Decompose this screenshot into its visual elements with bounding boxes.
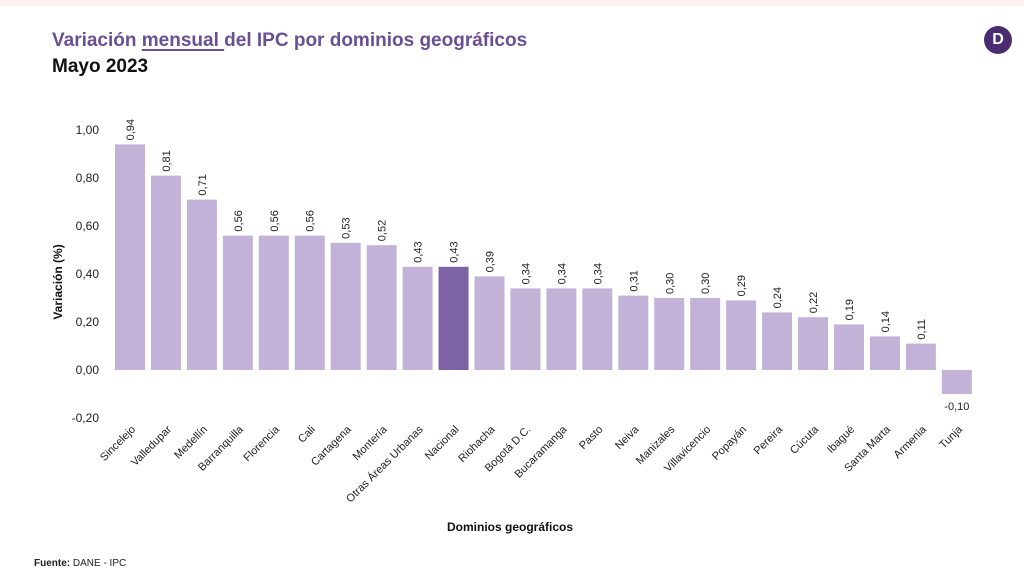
y-tick-label: 0,80 — [76, 171, 100, 185]
bar-montería — [366, 245, 397, 370]
bar-armenia — [905, 343, 936, 370]
chart-subtitle: Mayo 2023 — [52, 56, 149, 77]
value-label: 0,34 — [592, 263, 604, 284]
bar-barranquilla — [222, 235, 253, 370]
value-label: 0,39 — [485, 251, 497, 272]
x-tick-label: Pasto — [577, 424, 605, 452]
value-label: 0,11 — [916, 319, 928, 340]
bar-bucaramanga — [546, 288, 577, 370]
y-axis: -0,20 0,00 0,20 0,40 0,60 0,80 1,00 — [72, 123, 100, 425]
bar-florencia — [258, 235, 289, 370]
bar-tunja — [941, 370, 972, 394]
x-tick-label: Neiva — [613, 423, 642, 452]
bar-valledupar — [150, 175, 181, 370]
bar-sincelejo — [115, 144, 145, 370]
value-label: 0,31 — [628, 270, 640, 291]
y-axis-label: Variación (%) — [51, 244, 65, 319]
bar-villavicencio — [690, 298, 721, 370]
x-tick-label: Florencia — [241, 423, 282, 464]
value-label: 0,56 — [269, 210, 281, 231]
bar-bogotá-d-c- — [510, 288, 541, 370]
y-tick-label: -0,20 — [72, 411, 100, 425]
x-tick-label: Tunja — [937, 423, 965, 451]
bar-cali — [294, 235, 325, 370]
value-label: 0,94 — [125, 119, 137, 140]
y-tick-label: 0,00 — [76, 363, 100, 377]
x-tick-label: Pereira — [752, 423, 786, 457]
value-label: 0,52 — [377, 220, 389, 241]
bar-manizales — [654, 298, 685, 370]
bar-neiva — [618, 295, 649, 370]
bar-ibagué — [834, 324, 864, 370]
value-label: 0,24 — [772, 287, 784, 308]
bar-riohacha — [474, 276, 505, 370]
value-label: 0,34 — [556, 263, 568, 284]
value-label: 0,34 — [520, 263, 532, 284]
value-label: 0,22 — [808, 292, 820, 313]
x-tick-label: Cali — [296, 424, 318, 446]
title-part-1: Variación — [52, 30, 142, 51]
value-label: 0,29 — [736, 275, 748, 296]
x-tick-labels-group: SincelejoValleduparMedellínBarranquillaF… — [98, 423, 966, 506]
value-label: 0,56 — [305, 210, 317, 231]
value-label: -0,10 — [944, 401, 969, 413]
value-label: 0,14 — [880, 311, 892, 332]
y-tick-label: 1,00 — [76, 123, 100, 137]
bar-cúcuta — [798, 317, 829, 370]
top-accent-bar — [0, 0, 1024, 6]
bar-pasto — [582, 288, 613, 370]
source-note: Fuente: DANE - IPC — [34, 558, 126, 569]
value-label: 0,30 — [700, 273, 712, 294]
x-tick-label: Ibagué — [825, 424, 857, 456]
bars-group — [115, 144, 972, 394]
value-label: 0,30 — [664, 273, 676, 294]
value-label: 0,43 — [413, 241, 425, 262]
bar-otras-áreas-urbanas — [402, 266, 433, 370]
bar-popayán — [726, 300, 757, 370]
y-tick-label: 0,40 — [76, 267, 100, 281]
value-labels-group: 0,94 0,81 0,71 0,56 0,56 0,56 0,53 0,52 0,43 0,43… — [125, 119, 969, 413]
value-label: 0,81 — [161, 150, 173, 171]
x-tick-label: Cúcuta — [788, 423, 822, 457]
value-label: 0,56 — [233, 210, 245, 231]
value-label: 0,43 — [449, 241, 461, 262]
x-tick-label: Popayán — [710, 424, 749, 463]
value-label: 0,71 — [197, 174, 209, 195]
x-tick-label: Armenia — [892, 423, 930, 461]
bar-santa-marta — [869, 336, 900, 370]
source-value: DANE - IPC — [70, 558, 127, 569]
y-tick-label: 0,20 — [76, 315, 100, 329]
bar-nacional — [438, 266, 469, 370]
y-tick-label: 0,60 — [76, 219, 100, 233]
chart-title: Variación mensual del IPC por dominios g… — [52, 30, 527, 52]
x-tick-label: Cartagena — [309, 423, 354, 468]
bar-pereira — [762, 312, 793, 370]
x-axis-label: Dominios geográficos — [447, 520, 573, 534]
value-label: 0,19 — [844, 299, 856, 320]
value-label: 0,53 — [341, 217, 353, 238]
source-label: Fuente: — [34, 558, 71, 569]
bar-medellín — [186, 199, 217, 370]
title-part-2: del IPC por dominios geográficos — [224, 30, 528, 51]
bar-cartagena — [330, 242, 361, 370]
title-underlined-word: mensual — [141, 30, 225, 51]
dane-logo-icon: D — [984, 26, 1012, 54]
